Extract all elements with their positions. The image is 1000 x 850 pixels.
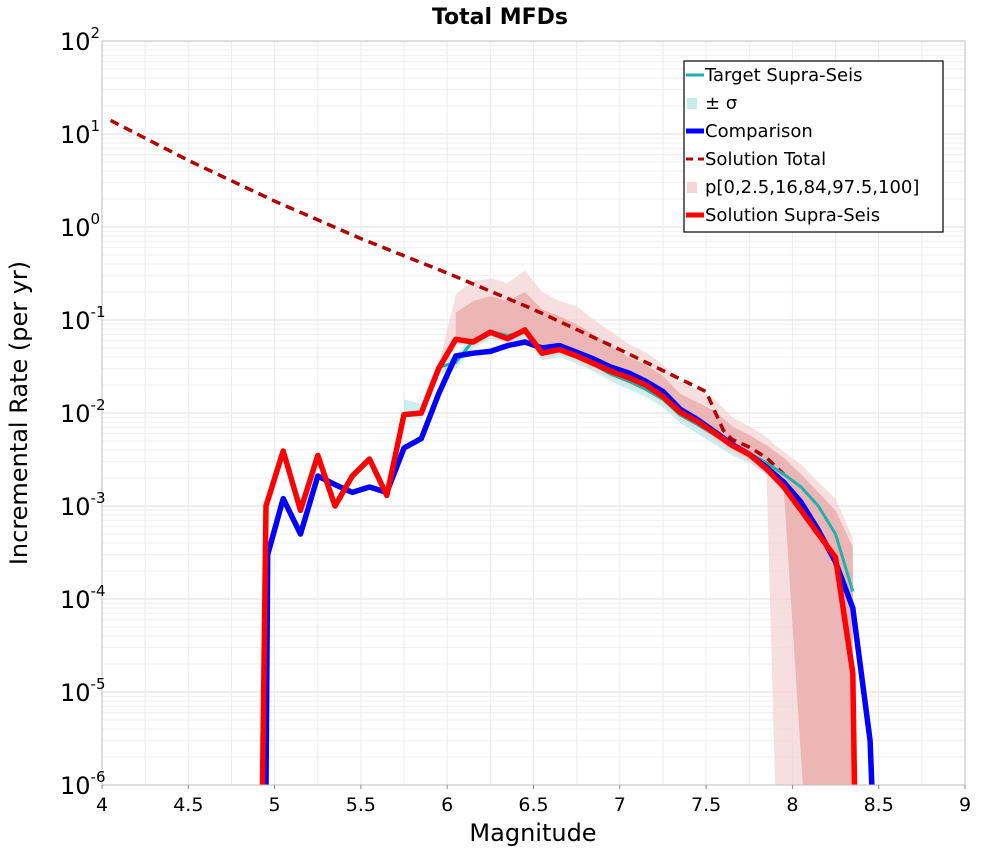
series-target-supra-seis	[438, 330, 855, 593]
y-tick-label: 10-3	[60, 489, 106, 521]
legend-label: p[0,2.5,16,84,97.5,100]	[705, 177, 919, 198]
y-tick-label: 101	[60, 117, 100, 149]
x-axis-ticks: 4 4.5 5 5.5 6 6.5 7 7.5 8 8.5 9	[96, 785, 971, 816]
legend-label: Target Supra-Seis	[704, 65, 862, 86]
y-tick-label: 10-5	[60, 675, 106, 707]
x-axis-label: Magnitude	[469, 819, 596, 847]
y-tick-label: 10-6	[60, 768, 106, 800]
x-tick-label: 6.5	[518, 794, 548, 816]
legend-swatch	[687, 182, 697, 193]
legend-box	[683, 60, 944, 233]
legend-label: Solution Total	[705, 149, 826, 170]
series-comparison	[263, 339, 875, 786]
legend: Target Supra-Seis ± σ Comparison Solution T…	[683, 60, 944, 233]
series-solution-total	[109, 118, 786, 476]
y-tick-label: 10-4	[60, 582, 106, 614]
chart-title: Total MFDs	[432, 5, 568, 30]
x-tick-label: 7	[614, 794, 626, 816]
y-tick-label: 102	[60, 24, 100, 56]
y-axis-label: Incremental Rate (per yr)	[5, 261, 33, 565]
y-axis-ticks: 10-6 10-5 10-4 10-3 10-2 10-1 100 101 102	[60, 24, 106, 800]
x-tick-label: 9	[959, 794, 971, 816]
x-tick-label: 7.5	[691, 794, 721, 816]
series-lines	[109, 118, 875, 786]
legend-label: ± σ	[705, 93, 737, 114]
legend-swatch	[687, 98, 697, 109]
series-solution-supra-seis	[259, 327, 858, 786]
y-tick-label: 100	[60, 210, 100, 242]
x-tick-label: 4.5	[173, 794, 203, 816]
x-tick-label: 8.5	[864, 794, 894, 816]
y-tick-label: 10-1	[60, 303, 106, 335]
legend-label: Comparison	[705, 121, 813, 142]
x-tick-label: 5	[269, 794, 281, 816]
y-tick-label: 10-2	[60, 396, 106, 428]
x-tick-label: 5.5	[346, 794, 376, 816]
x-tick-label: 6	[441, 794, 453, 816]
x-tick-label: 8	[786, 794, 798, 816]
x-tick-label: 4	[96, 794, 108, 816]
legend-label: Solution Supra-Seis	[705, 205, 880, 226]
